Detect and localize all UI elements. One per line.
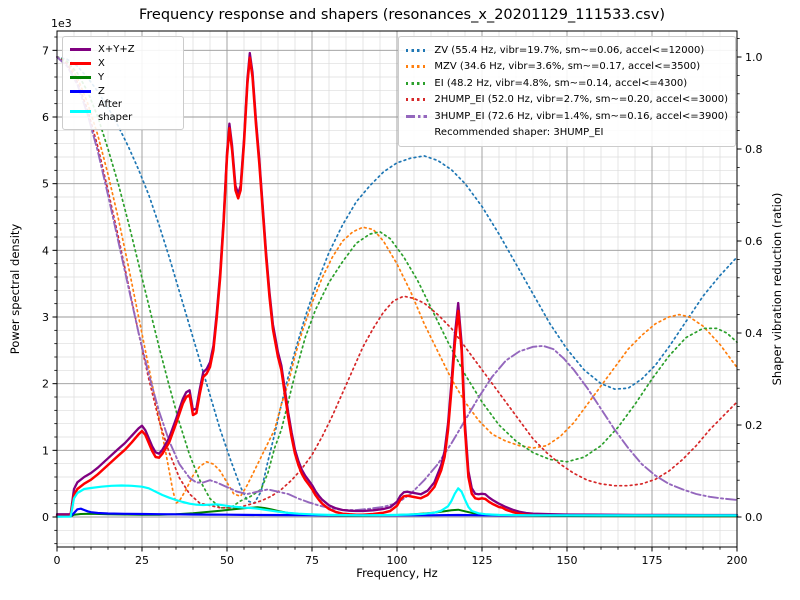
- legend-shapers: ZV (55.4 Hz, vibr=19.7%, sm~=0.06, accel…: [398, 36, 736, 147]
- y-right-tick-label: 0.6: [745, 235, 763, 248]
- x-tick-label: 100: [387, 554, 408, 567]
- y-left-tick-label: 4: [42, 244, 49, 257]
- series-2hump_ei: [56, 56, 738, 509]
- legend-label: 2HUMP_EI (52.0 Hz, vibr=2.7%, sm~=0.20, …: [434, 94, 728, 106]
- legend-item: 2HUMP_EI (52.0 Hz, vibr=2.7%, sm~=0.20, …: [406, 92, 728, 109]
- legend-item: EI (48.2 Hz, vibr=4.8%, sm~=0.14, accel<…: [406, 75, 728, 92]
- y-axis-offset-label: 1e3: [51, 17, 72, 30]
- legend-item: Y: [70, 70, 176, 84]
- legend-item: X: [70, 56, 176, 70]
- series-z: [55, 507, 739, 518]
- line-swatch-icon: [70, 75, 91, 79]
- x-tick-label: 75: [305, 554, 319, 567]
- y-left-tick-label: 5: [42, 178, 49, 191]
- line-swatch-icon: [406, 114, 428, 118]
- series-x: [55, 56, 739, 518]
- legend-label: Y: [98, 71, 105, 83]
- line-swatch-icon: [406, 65, 428, 69]
- y-right-tick-label: 0.4: [745, 327, 763, 340]
- legend-item: After shaper: [70, 98, 176, 124]
- legend-item: X+Y+Z: [70, 42, 176, 56]
- y-right-tick-label: 1.0: [745, 51, 763, 64]
- series-3hump_ei: [56, 56, 738, 512]
- x-tick-label: 25: [135, 554, 149, 567]
- chart-title: Frequency response and shapers (resonanc…: [139, 7, 665, 23]
- line-swatch-icon: [406, 48, 428, 52]
- x-tick-label: 150: [557, 554, 578, 567]
- line-swatch-icon: [70, 89, 91, 93]
- line-swatch-icon: [406, 81, 428, 85]
- series-after-shaper: [55, 484, 739, 518]
- line-swatch-icon: [70, 109, 91, 113]
- legend-label: EI (48.2 Hz, vibr=4.8%, sm~=0.14, accel<…: [434, 77, 688, 89]
- y-left-tick-label: 6: [42, 111, 49, 124]
- y-left-tick-label: 2: [42, 378, 49, 391]
- legend-label: X+Y+Z: [98, 43, 135, 55]
- y-left-axis-label: Power spectral density: [8, 223, 22, 355]
- legend-psd: X+Y+Z X Y Z After shaper: [62, 36, 184, 130]
- legend-label: Z: [98, 85, 105, 97]
- legend-item: 3HUMP_EI (72.6 Hz, vibr=1.4%, sm~=0.16, …: [406, 108, 728, 125]
- legend-label: After shaper: [98, 99, 133, 123]
- legend-label: 3HUMP_EI (72.6 Hz, vibr=1.4%, sm~=0.16, …: [434, 110, 728, 122]
- series-ei: [56, 56, 738, 509]
- x-tick-label: 50: [220, 554, 234, 567]
- legend-label: X: [98, 57, 105, 69]
- blank-swatch: [406, 131, 427, 134]
- x-axis-label: Frequency, Hz: [356, 566, 438, 580]
- line-swatch-icon: [70, 47, 91, 51]
- legend-item: MZV (34.6 Hz, vibr=3.6%, sm~=0.17, accel…: [406, 59, 728, 76]
- legend-label: ZV (55.4 Hz, vibr=19.7%, sm~=0.06, accel…: [434, 44, 705, 56]
- series-mzv: [56, 56, 738, 505]
- legend-item: ZV (55.4 Hz, vibr=19.7%, sm~=0.06, accel…: [406, 42, 728, 59]
- y-right-tick-label: 0.0: [745, 511, 763, 524]
- x-tick-label: 175: [642, 554, 663, 567]
- y-right-tick-label: 0.8: [745, 143, 763, 156]
- y-left-tick-label: 1: [42, 444, 49, 457]
- legend-item: Z: [70, 84, 176, 98]
- x-tick-label: 0: [54, 554, 61, 567]
- recommended-shaper-text: Recommended shaper: 3HUMP_EI: [434, 127, 604, 139]
- y-left-tick-label: 7: [42, 44, 49, 57]
- y-right-tick-label: 0.2: [745, 419, 763, 432]
- x-tick-label: 125: [472, 554, 493, 567]
- y-left-tick-label: 3: [42, 311, 49, 324]
- legend-label: MZV (34.6 Hz, vibr=3.6%, sm~=0.17, accel…: [434, 61, 701, 73]
- y-left-tick-label: 0: [42, 511, 49, 524]
- x-tick-label: 200: [727, 554, 748, 567]
- line-swatch-icon: [70, 61, 91, 65]
- legend-note: Recommended shaper: 3HUMP_EI: [406, 125, 728, 142]
- series-zv: [56, 56, 738, 505]
- y-right-axis-label: Shaper vibration reduction (ratio): [770, 192, 784, 386]
- line-swatch-icon: [406, 98, 428, 102]
